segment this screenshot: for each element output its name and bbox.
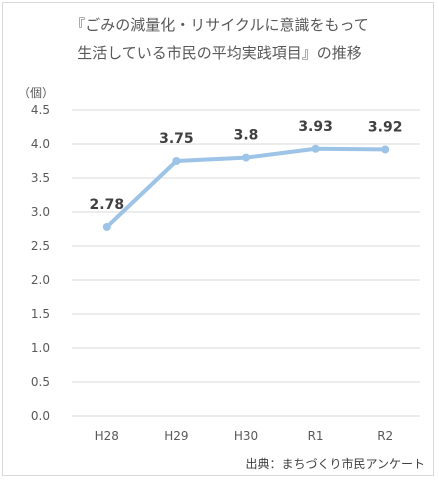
data-label: 3.92 — [368, 119, 403, 135]
data-label: 3.75 — [159, 131, 194, 147]
chart-frame — [2, 2, 434, 476]
chart-title-line-2: 生活している市民の平均実践項目』の推移 — [77, 44, 362, 62]
y-tick-label: 4.0 — [31, 137, 50, 151]
y-tick-labels: 0.0 0.5 1.0 1.5 2.0 2.5 3.0 3.5 4.0 4.5 — [31, 103, 50, 423]
data-label: 2.78 — [90, 197, 125, 213]
data-label: 3.8 — [234, 128, 259, 144]
y-axis-unit-label: （個） — [18, 86, 55, 100]
y-tick-label: 2.0 — [31, 273, 50, 287]
x-tick-label: R2 — [377, 429, 393, 443]
y-tick-label: 2.5 — [31, 239, 50, 253]
gridlines — [72, 109, 420, 417]
data-label: 3.93 — [298, 119, 333, 135]
chart-title-line-1: 『ごみの減量化・リサイクルに意識をもって — [70, 16, 369, 34]
y-tick-label: 0.0 — [31, 409, 50, 423]
data-point — [311, 144, 320, 153]
data-labels: 2.78 3.75 3.8 3.93 3.92 — [90, 119, 403, 213]
series-line — [102, 144, 390, 231]
y-tick-label: 3.5 — [31, 171, 50, 185]
x-tick-label: R1 — [308, 429, 324, 443]
data-point — [102, 222, 111, 231]
data-point — [172, 157, 181, 165]
source-note: 出典：まちづくり市民アンケート — [245, 457, 425, 471]
y-tick-label: 4.5 — [31, 103, 50, 117]
x-tick-label: H28 — [95, 429, 119, 443]
x-tick-label: H30 — [234, 429, 258, 443]
y-tick-label: 3.0 — [31, 205, 50, 219]
data-point — [242, 153, 250, 162]
x-tick-label: H29 — [164, 429, 188, 443]
data-point — [381, 145, 390, 154]
y-tick-label: 1.0 — [31, 341, 50, 355]
x-tick-labels: H28 H29 H30 R1 R2 — [95, 429, 394, 443]
y-tick-label: 1.5 — [31, 307, 50, 321]
y-tick-label: 0.5 — [31, 375, 50, 389]
